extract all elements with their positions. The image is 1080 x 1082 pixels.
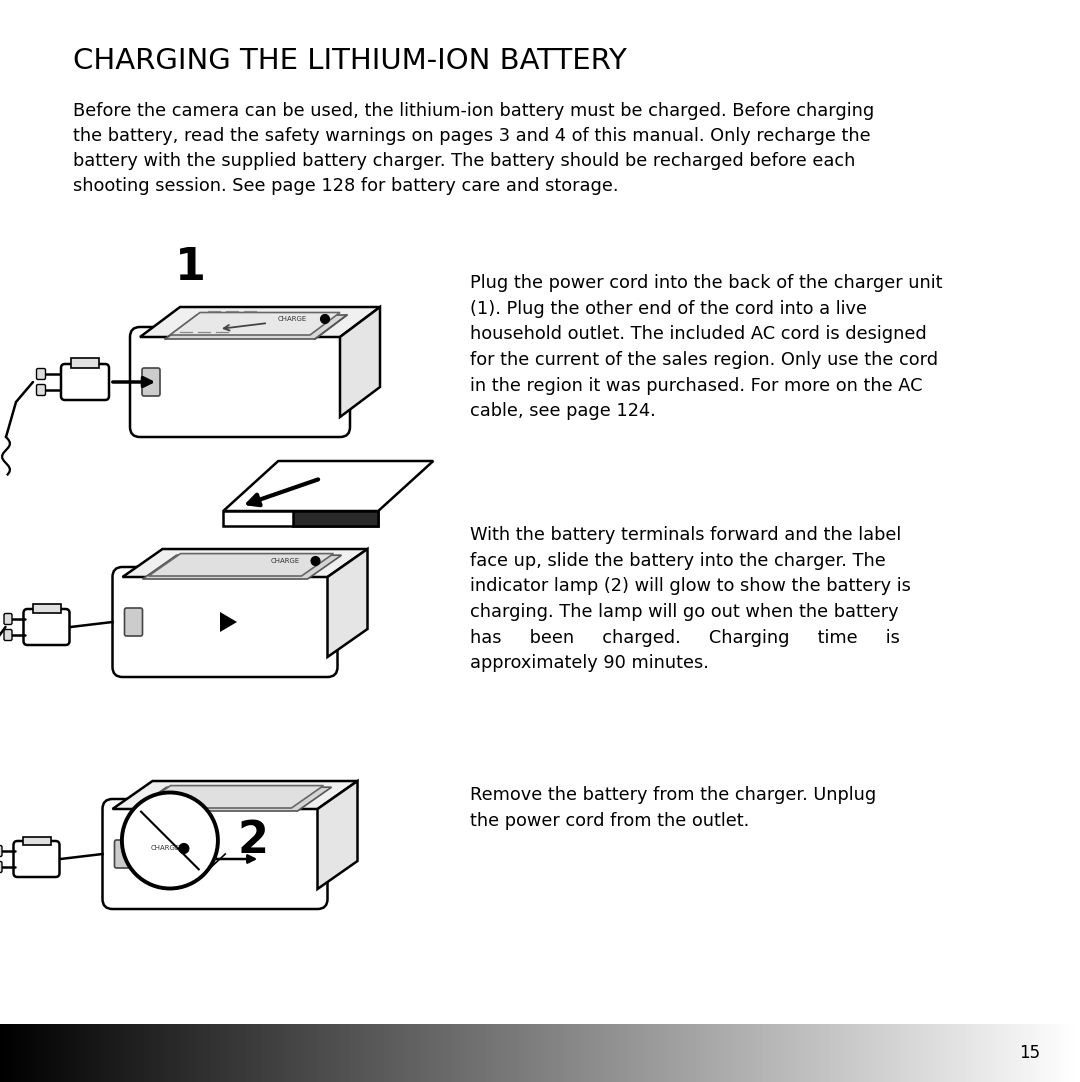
Polygon shape: [165, 315, 347, 339]
Polygon shape: [143, 555, 341, 579]
Polygon shape: [149, 554, 334, 576]
Polygon shape: [340, 307, 380, 417]
Text: Plug the power cord into the back of the charger unit
(1). Plug the other end of: Plug the power cord into the back of the…: [470, 274, 943, 421]
Polygon shape: [133, 788, 332, 812]
FancyBboxPatch shape: [60, 364, 109, 400]
Text: 2: 2: [238, 819, 269, 862]
FancyBboxPatch shape: [37, 369, 45, 380]
Polygon shape: [23, 837, 51, 845]
FancyBboxPatch shape: [114, 840, 133, 868]
FancyBboxPatch shape: [4, 613, 12, 624]
Polygon shape: [318, 781, 357, 889]
FancyBboxPatch shape: [37, 384, 45, 396]
Circle shape: [321, 315, 329, 324]
Polygon shape: [112, 781, 357, 809]
FancyBboxPatch shape: [130, 327, 350, 437]
Polygon shape: [293, 511, 378, 526]
Polygon shape: [220, 612, 237, 632]
Circle shape: [179, 844, 189, 854]
FancyBboxPatch shape: [124, 608, 143, 636]
FancyBboxPatch shape: [13, 841, 59, 878]
FancyBboxPatch shape: [24, 609, 69, 645]
FancyBboxPatch shape: [0, 861, 2, 872]
Text: CHARGING THE LITHIUM-ION BATTERY: CHARGING THE LITHIUM-ION BATTERY: [73, 47, 626, 75]
FancyBboxPatch shape: [103, 799, 327, 909]
Text: Remove the battery from the charger. Unplug
the power cord from the outlet.: Remove the battery from the charger. Unp…: [470, 786, 876, 830]
Text: CHARGE: CHARGE: [278, 316, 307, 322]
Polygon shape: [170, 313, 340, 335]
Polygon shape: [224, 511, 378, 526]
Text: 15: 15: [1020, 1044, 1040, 1063]
FancyBboxPatch shape: [0, 845, 2, 857]
Polygon shape: [71, 358, 99, 368]
Polygon shape: [122, 549, 367, 577]
Polygon shape: [327, 549, 367, 657]
Text: CHARGE: CHARGE: [150, 845, 179, 852]
FancyBboxPatch shape: [112, 567, 337, 677]
Text: CHARGE: CHARGE: [270, 558, 299, 564]
Circle shape: [122, 792, 218, 888]
Polygon shape: [224, 461, 433, 511]
Polygon shape: [32, 604, 60, 613]
FancyBboxPatch shape: [4, 630, 12, 641]
Polygon shape: [138, 786, 324, 808]
Text: Before the camera can be used, the lithium-ion battery must be charged. Before c: Before the camera can be used, the lithi…: [73, 102, 874, 195]
Circle shape: [311, 556, 320, 566]
Polygon shape: [140, 307, 380, 337]
Text: With the battery terminals forward and the label
face up, slide the battery into: With the battery terminals forward and t…: [470, 526, 910, 673]
Text: 1: 1: [175, 246, 205, 289]
FancyBboxPatch shape: [141, 368, 160, 396]
